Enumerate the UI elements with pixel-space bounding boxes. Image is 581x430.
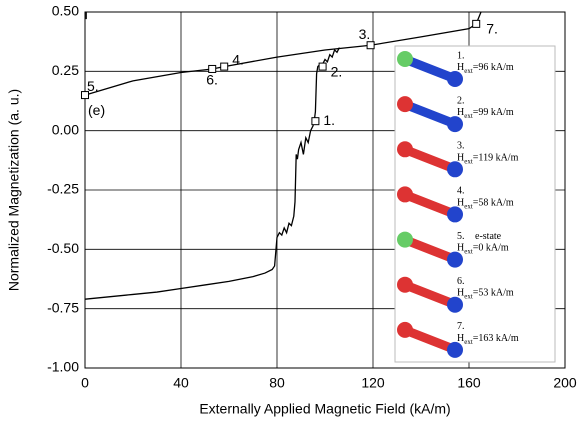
y-tick-label: -0.50 xyxy=(47,240,79,256)
inset-label-part: =58 kA/m xyxy=(473,198,514,209)
magnet-pad xyxy=(397,321,413,338)
magnet-pad xyxy=(447,116,463,133)
x-tick-label: 120 xyxy=(361,375,385,391)
inset-item: 6.Hext=53 kA/m xyxy=(397,276,514,313)
magnet-pad xyxy=(397,276,413,293)
magnet-bar xyxy=(402,145,458,173)
point-marker xyxy=(208,64,217,73)
y-tick-label: -1.00 xyxy=(47,359,79,375)
plot-frame xyxy=(84,11,566,369)
point-marker xyxy=(311,117,320,126)
annotation: (e) xyxy=(88,102,105,118)
inset-item: 1.Hext=96 kA/m xyxy=(397,50,514,87)
inset-label: Hext=0 kA/m xyxy=(457,243,509,255)
inset-label-part: =99 kA/m xyxy=(473,107,514,118)
magnet-bar xyxy=(402,326,458,354)
inset-label-part: =119 kA/m xyxy=(473,153,519,164)
inset-label-part: H xyxy=(457,107,464,118)
inset-label-part: H xyxy=(457,333,464,344)
point-marker xyxy=(472,19,481,28)
x-tick-label: 80 xyxy=(269,375,285,391)
inset-label: Hext=96 kA/m xyxy=(457,62,514,74)
point-label: 1. xyxy=(323,112,335,128)
magnet-bar xyxy=(402,190,458,218)
inset-label: Hext=119 kA/m xyxy=(457,153,519,165)
magnet-bar xyxy=(402,100,458,128)
point-marker xyxy=(366,41,375,50)
inset-number: 3. xyxy=(457,141,465,152)
inset-label-part: ext xyxy=(464,112,473,120)
point-label: 6. xyxy=(206,72,218,88)
point-marker xyxy=(318,62,327,71)
inset-label-part: =163 kA/m xyxy=(473,333,519,344)
inset-number: 1. xyxy=(457,50,465,61)
inset-label: Hext=53 kA/m xyxy=(457,288,514,300)
magnet-pad xyxy=(397,141,413,158)
inset-item: 3.Hext=119 kA/m xyxy=(397,141,519,178)
point-label: 4. xyxy=(232,51,244,67)
point-label: 7. xyxy=(486,21,498,37)
inset-label-part: =0 kA/m xyxy=(473,243,509,254)
magnet-pad xyxy=(397,96,413,113)
inset-number: 4. xyxy=(457,186,465,197)
point-marker xyxy=(220,62,229,71)
x-tick-label: 160 xyxy=(457,375,481,391)
magnet-bar xyxy=(402,236,458,264)
magnet-bar xyxy=(402,55,458,83)
inset-number: 2. xyxy=(457,95,465,106)
inset-label-part: H xyxy=(457,198,464,209)
inset-item: 4.Hext=58 kA/m xyxy=(397,186,514,223)
x-axis-label: Externally Applied Magnetic Field (kA/m) xyxy=(199,401,450,417)
magnet-pad xyxy=(447,296,463,313)
x-tick-label: 200 xyxy=(553,375,577,391)
magnet-pad xyxy=(397,51,413,67)
inset-number: 7. xyxy=(457,321,465,332)
y-axis-label: Normalized Magnetization (a. u.) xyxy=(6,89,22,291)
point-label: 2. xyxy=(331,63,343,79)
magnet-pad xyxy=(447,71,463,87)
x-tick-label: 0 xyxy=(81,375,89,391)
inset-item: 7.Hext=163 kA/m xyxy=(397,321,519,358)
point-label: 5. xyxy=(87,78,99,94)
magnet-pad xyxy=(447,206,463,223)
inset-label: Hext=163 kA/m xyxy=(457,333,519,345)
inset-label-part: ext xyxy=(464,157,473,165)
magnet-pad xyxy=(447,251,463,268)
inset-label-part: H xyxy=(457,288,464,299)
point-label: 3. xyxy=(359,26,371,42)
magnet-bar xyxy=(402,281,458,309)
inset-label-part: ext xyxy=(464,67,473,75)
point-marker xyxy=(81,91,89,100)
y-tick-label: 0.50 xyxy=(52,3,79,19)
inset-number: 6. xyxy=(457,276,465,287)
y-tick-label: -0.75 xyxy=(47,299,79,315)
inset-label-part: =53 kA/m xyxy=(473,288,514,299)
inset-label-part: ext xyxy=(464,247,473,255)
magnet-pad xyxy=(397,231,413,248)
y-tick-label: 0.00 xyxy=(52,121,79,137)
inset-item: 2.Hext=99 kA/m xyxy=(397,95,514,133)
inset-number: 5. xyxy=(457,231,465,242)
y-tick-label: 0.25 xyxy=(52,62,79,78)
x-tick-label: 40 xyxy=(173,375,189,391)
inset-label-part: ext xyxy=(464,337,473,345)
magnet-pad xyxy=(447,341,463,358)
inset-label: Hext=99 kA/m xyxy=(457,107,514,119)
y-tick-label: -0.25 xyxy=(47,181,79,197)
inset-label-part: ext xyxy=(464,202,473,210)
inset-label-part: ext xyxy=(464,292,473,300)
magnet-pad xyxy=(447,161,463,178)
inset-label: Hext=58 kA/m xyxy=(457,198,514,210)
line xyxy=(84,11,482,96)
inset-note: e-state xyxy=(475,231,502,242)
inset-label-part: H xyxy=(457,243,464,254)
inset-label-part: H xyxy=(457,153,464,164)
magnet-pad xyxy=(397,186,413,203)
inset-label-part: =96 kA/m xyxy=(473,62,514,73)
inset-label-part: H xyxy=(457,62,464,73)
